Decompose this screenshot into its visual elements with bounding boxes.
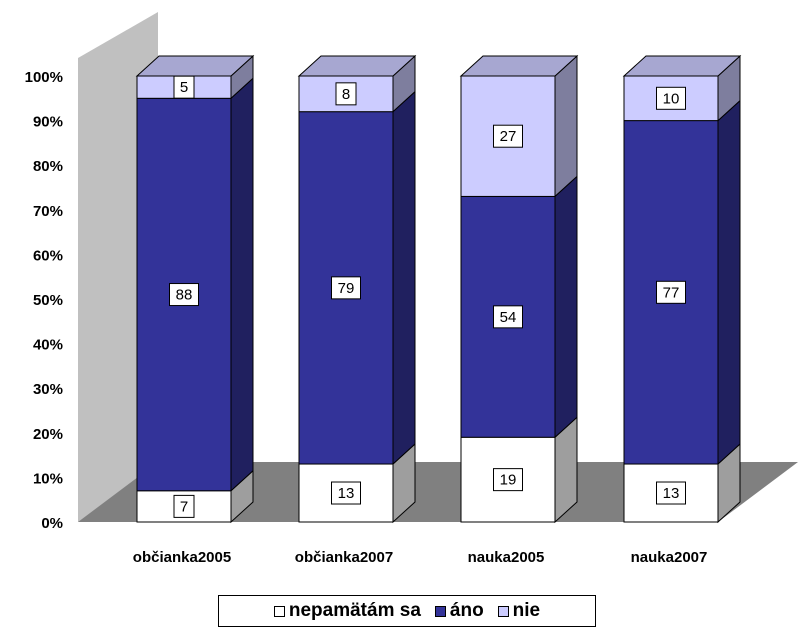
y-tick-label: 20%: [33, 426, 63, 443]
legend-swatch-nie: [497, 605, 509, 617]
data-label: 13: [663, 485, 680, 502]
data-label-box: [331, 481, 361, 505]
legend-item-nie: nie: [497, 600, 541, 622]
legend-swatch-ano: [434, 605, 446, 617]
y-tick-label: 80%: [33, 158, 63, 175]
legend-swatch-nepamatam-sa: [273, 605, 285, 617]
chart-floor: [78, 462, 798, 522]
bar-nauka2007: 13 77 10: [622, 54, 742, 524]
data-label: 5: [180, 79, 188, 96]
data-label: 19: [500, 472, 517, 489]
x-category-label: nauka2007: [631, 549, 708, 566]
legend-item-ano: áno: [434, 600, 484, 622]
x-axis: občianka2005 občianka2007 nauka2005 nauka20…: [133, 549, 708, 566]
data-label-box: [493, 468, 523, 492]
bar-top: [459, 55, 579, 77]
bar-top: [135, 55, 255, 77]
bars: 7 88 5 13 79 8 19 54 27 13 77 10: [135, 54, 742, 524]
bar-top: [297, 55, 417, 77]
legend-label-nepamatam-sa: nepamätám sa: [288, 600, 421, 621]
y-tick-label: 40%: [33, 337, 63, 354]
x-category-label: občianka2007: [295, 549, 393, 566]
data-label: 13: [338, 485, 355, 502]
y-tick-label: 70%: [33, 203, 63, 220]
data-label: 27: [500, 128, 517, 145]
data-label-box: [493, 305, 523, 329]
bar-obcianka2005: 7 88 5: [135, 54, 255, 524]
bar-obcianka2007: 13 79 8: [297, 54, 417, 524]
data-label: 79: [338, 280, 355, 297]
bar-side-ano: [717, 99, 741, 466]
data-label: 8: [342, 86, 350, 103]
data-label-box: [169, 283, 199, 307]
bar-side-ano: [554, 175, 578, 439]
y-axis: 0% 10% 20% 30% 40% 50% 60% 70% 80% 90% 100%: [25, 69, 63, 532]
data-label-box: [656, 481, 686, 505]
y-tick-label: 10%: [33, 470, 63, 487]
legend: nepamätám sa áno nie: [218, 595, 596, 627]
data-label: 77: [663, 284, 680, 301]
data-label-box: [656, 280, 686, 304]
data-label-box: [335, 82, 357, 106]
y-tick-label: 0%: [41, 515, 63, 532]
y-tick-label: 90%: [33, 114, 63, 131]
data-label: 7: [180, 498, 188, 515]
legend-item-nepamatam-sa: nepamätám sa: [273, 600, 421, 622]
y-tick-label: 100%: [25, 69, 63, 86]
stacked-column-chart: 0% 10% 20% 30% 40% 50% 60% 70% 80% 90% 100% 7 88 5 13…: [25, 12, 798, 566]
data-label: 10: [663, 90, 680, 107]
data-label: 88: [176, 287, 193, 304]
data-label: 54: [500, 309, 517, 326]
y-tick-label: 30%: [33, 381, 63, 398]
bar-nauka2005: 19 54 27: [459, 54, 579, 524]
data-label-box: [173, 75, 195, 99]
data-label-box: [656, 86, 686, 110]
y-tick-label: 50%: [33, 292, 63, 309]
bar-side-ano: [230, 77, 254, 492]
y-tick-label: 60%: [33, 247, 63, 264]
bar-side-nie: [554, 54, 578, 198]
data-label-box: [173, 494, 195, 518]
x-category-label: nauka2005: [468, 549, 545, 566]
data-label-box: [331, 276, 361, 300]
legend-label-nie: nie: [512, 600, 541, 621]
legend-label-ano: áno: [449, 600, 484, 621]
bar-side-ano: [392, 90, 416, 466]
x-category-label: občianka2005: [133, 549, 231, 566]
data-label-box: [493, 124, 523, 148]
bar-top: [622, 55, 742, 77]
